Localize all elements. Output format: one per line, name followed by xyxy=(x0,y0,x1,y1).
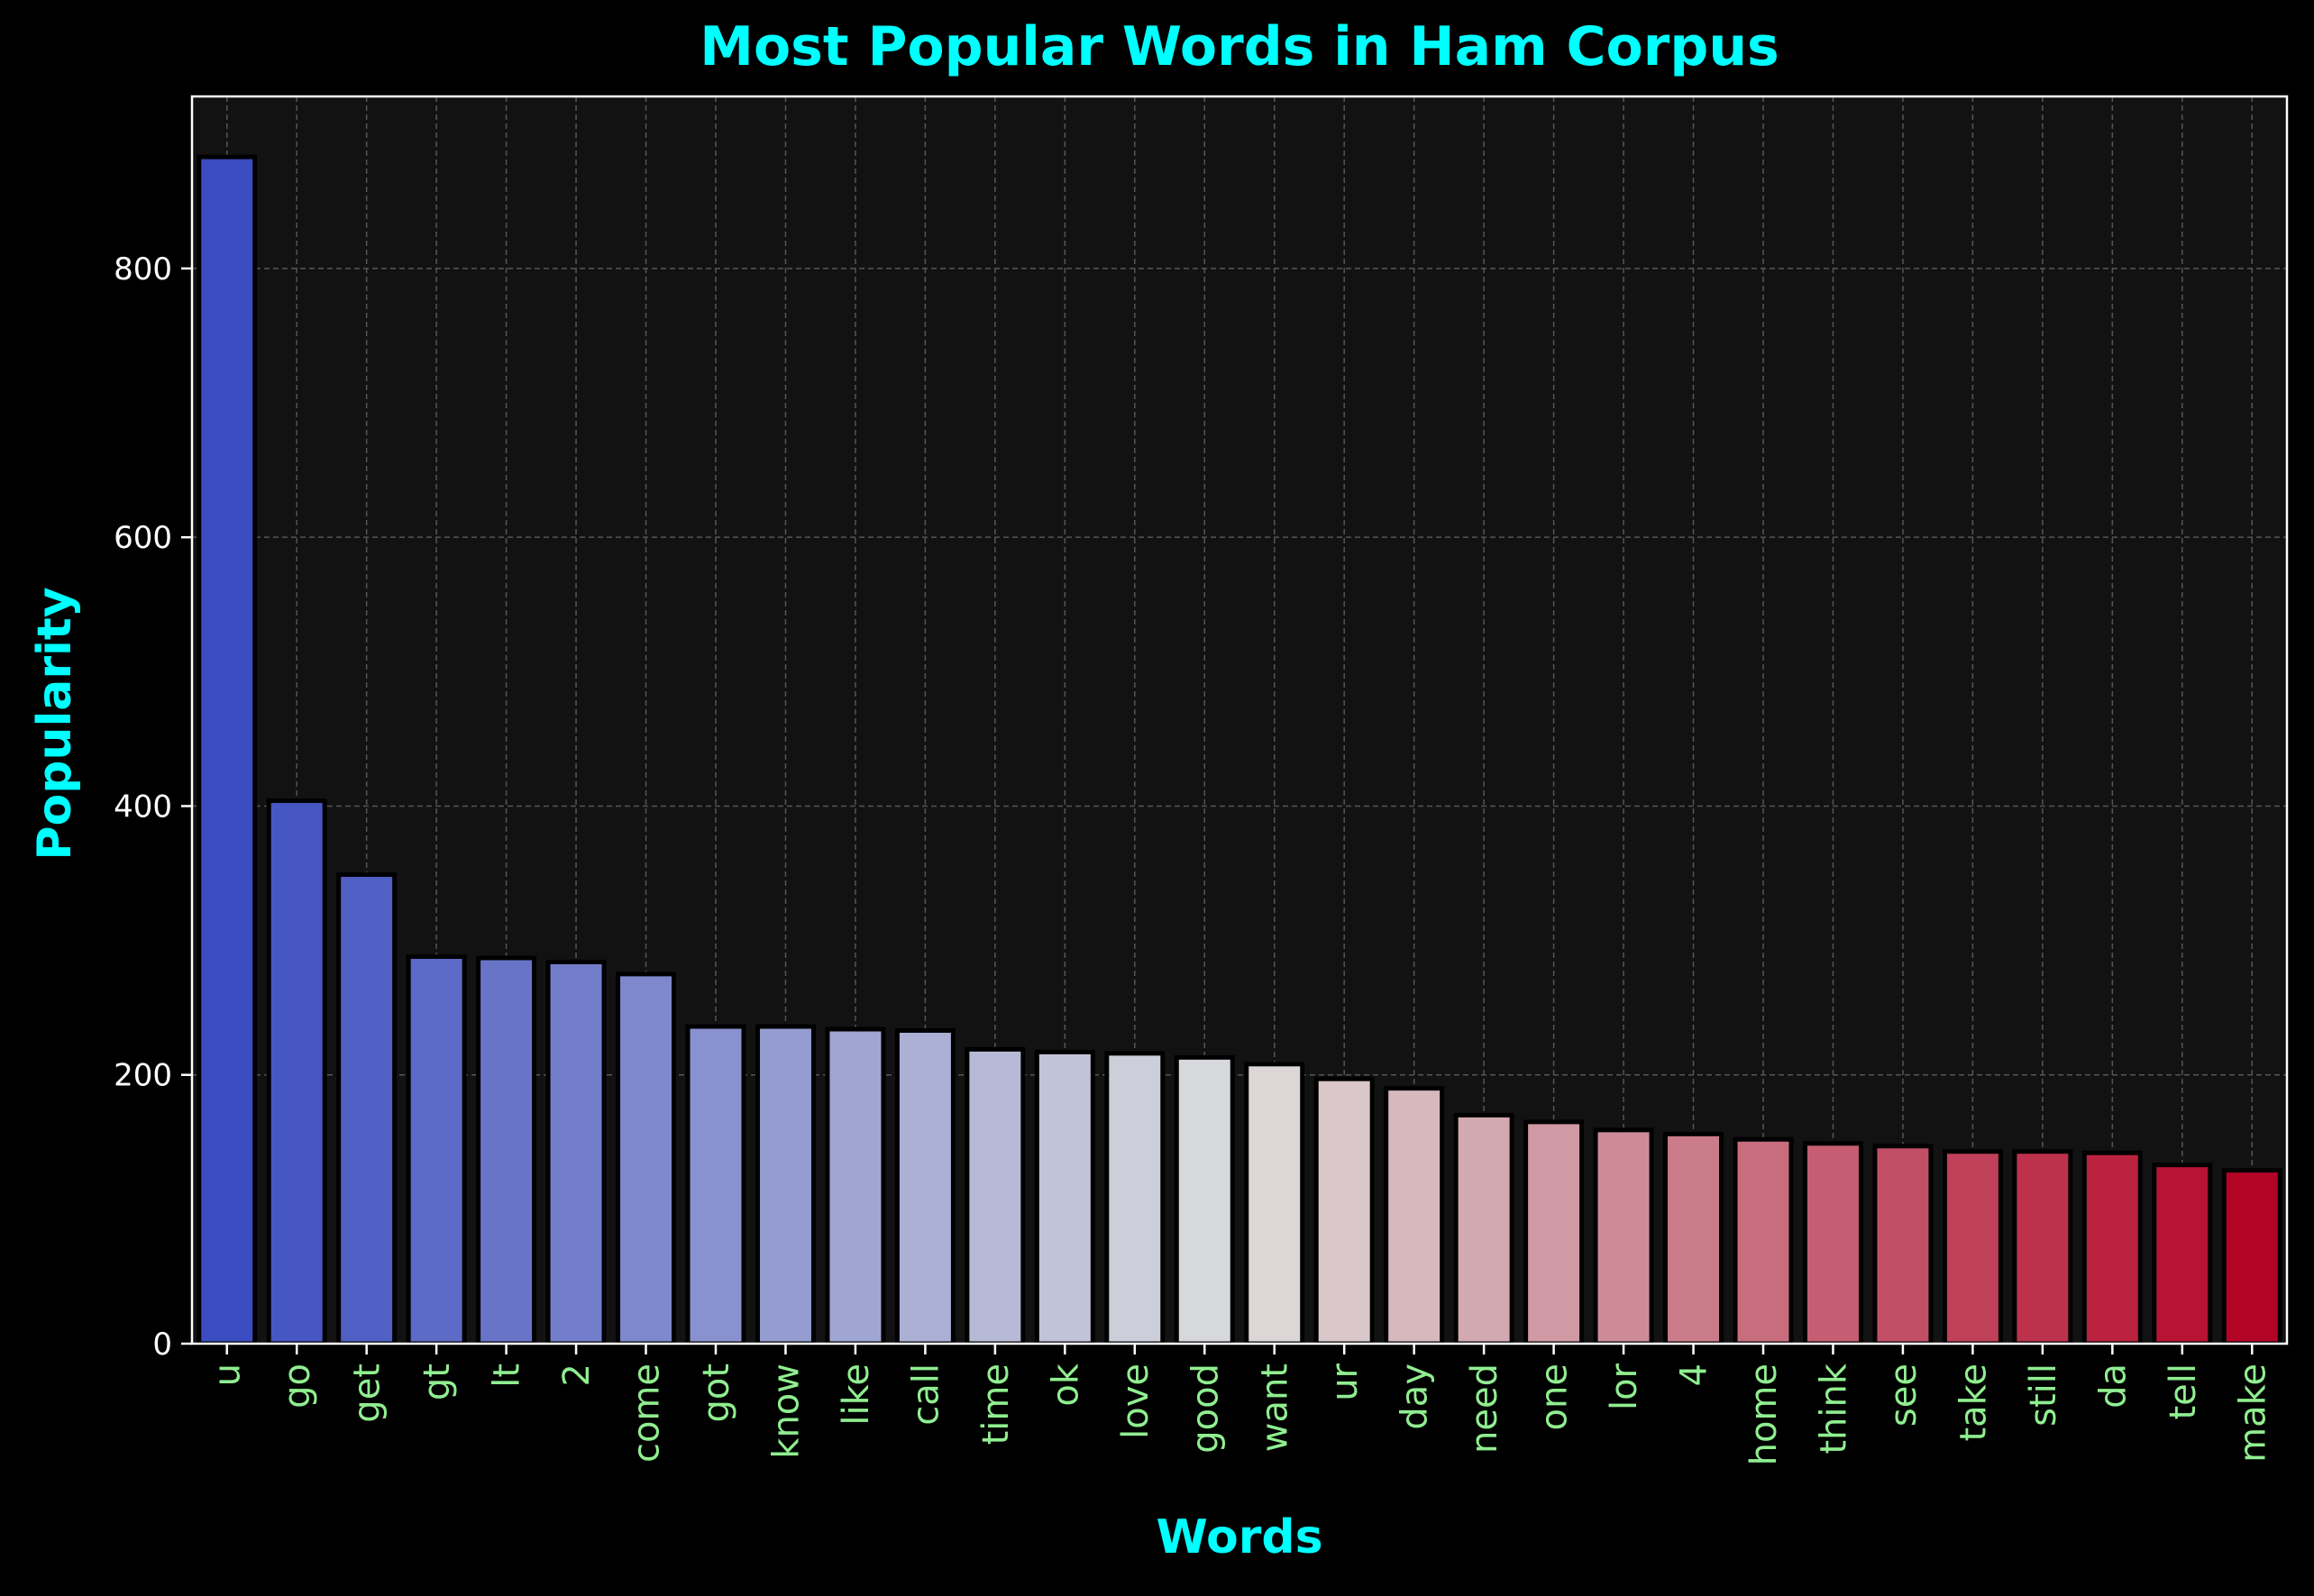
x-tick-label: get xyxy=(347,1363,389,1423)
bar-good xyxy=(1174,1054,1235,1346)
bar-u xyxy=(197,154,258,1346)
bar-know xyxy=(755,1024,816,1346)
x-tick-label: want xyxy=(1255,1363,1296,1452)
y-tick-label: 400 xyxy=(114,789,172,825)
bar-lor xyxy=(1593,1127,1654,1346)
bar-time xyxy=(965,1046,1026,1346)
x-tick-label: lt xyxy=(487,1363,528,1388)
y-tick-label: 200 xyxy=(114,1058,172,1094)
axes-frame xyxy=(190,95,2289,1345)
x-tick-label: da xyxy=(2092,1363,2134,1409)
bar-call xyxy=(894,1028,956,1346)
x-tick-label: one xyxy=(1534,1363,1576,1430)
chart-title: Most Popular Words in Ham Corpus xyxy=(700,15,1779,78)
x-tick-label: lor xyxy=(1604,1363,1645,1410)
bar-tell xyxy=(2152,1163,2213,1346)
bar-day xyxy=(1384,1086,1445,1346)
x-tick-label: go xyxy=(277,1363,318,1409)
x-tick-label: like xyxy=(836,1363,877,1426)
x-tick-label: need xyxy=(1464,1363,1505,1454)
x-tick-label: time xyxy=(975,1363,1017,1445)
x-tick-label: got xyxy=(696,1363,737,1423)
bar-da xyxy=(2081,1150,2143,1346)
bar-ur xyxy=(1313,1076,1375,1346)
bar-like xyxy=(825,1026,886,1346)
x-axis-label: Words xyxy=(1156,1510,1322,1564)
x-tick-label: tell xyxy=(2163,1363,2204,1420)
bar-one xyxy=(1523,1119,1585,1346)
bar-4 xyxy=(1663,1131,1724,1346)
x-tick-label: 2 xyxy=(556,1363,598,1386)
x-tick-label: call xyxy=(905,1363,947,1426)
bar-take xyxy=(1942,1149,2003,1346)
bar-got xyxy=(685,1024,746,1346)
bar-think xyxy=(1802,1141,1863,1346)
bar-make xyxy=(2221,1168,2282,1346)
y-tick-label: 0 xyxy=(152,1327,172,1363)
bar-go xyxy=(266,798,327,1346)
bar-get xyxy=(336,872,398,1346)
x-tick-label: ok xyxy=(1045,1363,1086,1406)
x-tick-label: home xyxy=(1743,1363,1785,1465)
bar-still xyxy=(2012,1149,2073,1346)
x-tick-label: see xyxy=(1883,1363,1925,1427)
bar-want xyxy=(1244,1062,1305,1346)
plot-area xyxy=(192,96,2287,1344)
x-tick-label: ur xyxy=(1324,1363,1366,1400)
bar-lt xyxy=(476,955,537,1346)
y-axis-ticks: 0 200 400 600 800 xyxy=(114,251,192,1363)
bar-2 xyxy=(545,959,607,1346)
x-tick-label: day xyxy=(1395,1363,1436,1430)
x-tick-label: come xyxy=(627,1363,668,1463)
x-tick-label: good xyxy=(1184,1363,1226,1454)
x-tick-label: love xyxy=(1115,1363,1157,1439)
y-tick-label: 800 xyxy=(114,251,172,287)
y-tick-label: 600 xyxy=(114,520,172,556)
bar-come xyxy=(616,971,677,1346)
bar-love xyxy=(1104,1051,1166,1346)
bar-home xyxy=(1733,1136,1794,1346)
x-tick-label: 4 xyxy=(1674,1363,1715,1386)
x-tick-label: think xyxy=(1813,1363,1854,1455)
bar-gt xyxy=(406,953,467,1346)
x-tick-label: u xyxy=(207,1363,249,1386)
bar-need xyxy=(1453,1112,1514,1346)
x-tick-label: still xyxy=(2023,1363,2064,1427)
x-tick-label: make xyxy=(2232,1363,2273,1463)
bar-see xyxy=(1872,1144,1934,1346)
x-tick-label: gt xyxy=(416,1363,458,1400)
x-axis-ticks: u go get gt lt 2 come got know like call time ok love… xyxy=(207,1344,2273,1465)
y-axis-label: Popularity xyxy=(28,587,82,860)
x-tick-label: know xyxy=(765,1363,807,1459)
x-tick-label: take xyxy=(1953,1363,1994,1442)
bar-ok xyxy=(1034,1049,1095,1346)
